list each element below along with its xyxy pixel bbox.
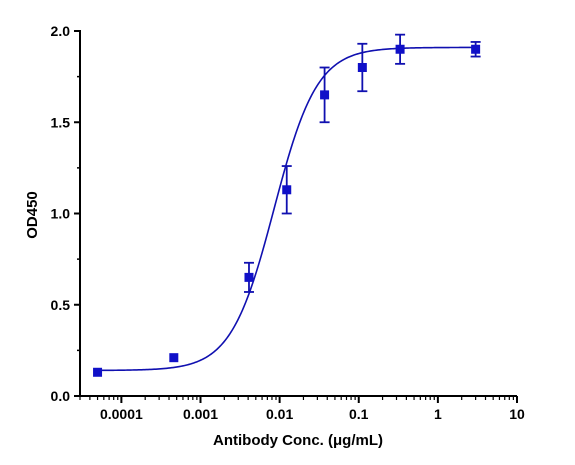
data-points-layer	[93, 44, 481, 377]
x-tick-label: 1	[434, 406, 442, 422]
x-tick-label: 10	[509, 406, 525, 422]
x-axis-title: Antibody Conc. (μg/mL)	[213, 432, 383, 449]
x-tick-label: 0.0001	[100, 406, 143, 422]
data-point	[320, 90, 330, 100]
x-tick-label: 0.1	[349, 406, 369, 422]
y-tick-label: 1.0	[51, 206, 71, 222]
y-axis: 0.0 0.5 1.0 1.5 2.0	[51, 23, 81, 404]
y-tick-label: 1.5	[51, 114, 71, 130]
data-point	[471, 44, 481, 54]
data-point	[282, 185, 292, 195]
y-tick-label: 0.5	[51, 297, 71, 313]
data-point	[169, 353, 179, 363]
data-point	[93, 367, 103, 377]
data-point	[244, 272, 254, 282]
error-bars-layer	[243, 33, 481, 293]
y-axis-title: OD450	[24, 191, 41, 239]
y-tick-label: 0.0	[51, 388, 71, 404]
y-tick-label: 2.0	[51, 23, 71, 39]
x-axis: 0.0001 0.001 0.01 0.1 1 10	[79, 395, 525, 422]
fit-curve-layer	[97, 46, 476, 372]
x-tick-label: 0.01	[266, 406, 293, 422]
x-tick-label: 0.001	[183, 406, 218, 422]
data-point	[395, 44, 405, 54]
data-point	[357, 63, 367, 72]
fit-curve	[97, 46, 476, 372]
